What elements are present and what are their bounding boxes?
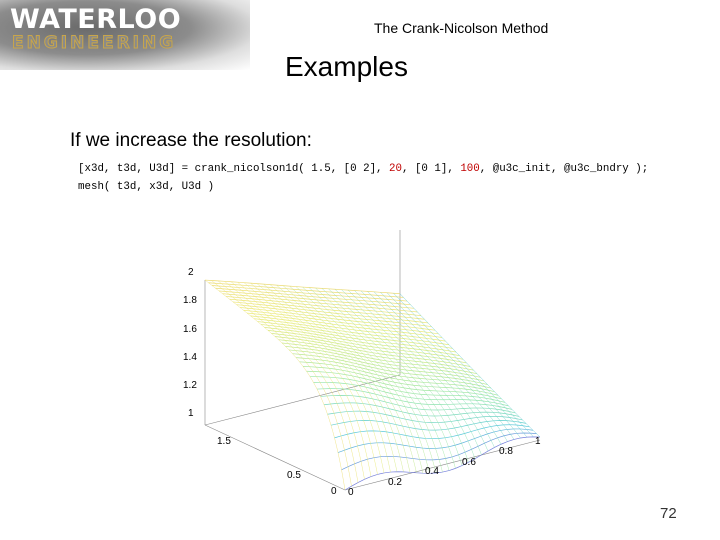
mesh-line [256, 283, 398, 472]
t-tick-label: 0 [331, 486, 337, 497]
mesh-line [334, 289, 476, 459]
code-highlight: 20 [389, 163, 402, 175]
mesh-line [344, 436, 541, 491]
t-tick-label: 1.5 [217, 436, 231, 447]
mesh-line [230, 281, 372, 477]
mesh-line [276, 284, 417, 473]
mesh-line [236, 304, 432, 327]
mesh-line [282, 285, 424, 474]
mesh-line [373, 291, 515, 440]
bullet-text: If we increase the resolution: [70, 130, 312, 151]
mesh-line [367, 291, 508, 442]
x-tick-label: 0.2 [388, 477, 402, 488]
mesh-line [328, 288, 469, 463]
t-tick-label: 0.5 [287, 470, 301, 481]
z-tick-label: 1.2 [183, 380, 197, 391]
mesh-line [308, 287, 450, 471]
mesh-line [399, 293, 541, 438]
z-tick-label: 1.4 [183, 352, 197, 363]
mesh-line [289, 285, 430, 474]
mesh-line [302, 286, 443, 473]
mesh-line [243, 282, 385, 473]
x-tick-label: 0.6 [462, 457, 476, 468]
mesh-line [380, 292, 521, 439]
mesh-line [386, 292, 528, 438]
mesh-line [347, 289, 489, 452]
axis-line [204, 374, 401, 426]
mesh-line [211, 280, 352, 487]
mesh-line [341, 289, 482, 455]
logo-text: WATERLOO [10, 4, 182, 35]
page-number: 72 [660, 505, 677, 522]
mesh-line [237, 282, 378, 475]
z-tick-label: 1.6 [183, 324, 197, 335]
mesh-line [393, 293, 534, 438]
mesh-line [321, 288, 463, 466]
mesh-line [204, 279, 346, 491]
mesh-line [224, 281, 365, 480]
x-tick-label: 0.4 [425, 466, 439, 477]
x-tick-label: 0.8 [499, 446, 513, 457]
z-tick-label: 1.8 [183, 295, 197, 306]
x-tick-label: 0 [348, 487, 354, 498]
logo-background [0, 0, 250, 70]
x-tick-label: 1 [535, 436, 541, 447]
z-tick-label: 2 [188, 267, 194, 278]
logo-text: ENGINEERING [11, 33, 177, 54]
mesh-line [295, 286, 437, 474]
code: mesh( t3d, x3d, U3d ) [78, 181, 215, 193]
mesh-line [360, 290, 502, 445]
code: , @u3c_init, @u3c_bndry ); [479, 163, 649, 175]
mesh-line [354, 290, 495, 448]
course-title: The Crank-Nicolson Method [374, 20, 549, 36]
z-tick-label: 1 [188, 408, 194, 419]
axis-line [204, 424, 346, 491]
axis-line [344, 439, 541, 491]
slide-title: Examples [285, 51, 408, 82]
code: , [0 1], [401, 163, 461, 175]
code-line: [x3d, t3d, U3d] = crank_nicolson1d( 1.5,… [78, 163, 648, 175]
code: [x3d, t3d, U3d] = crank_nicolson1d( 1.5,… [78, 163, 390, 175]
mesh-line [250, 282, 391, 473]
code-line: mesh( t3d, x3d, U3d ) [78, 181, 214, 193]
mesh-line [315, 287, 456, 469]
code-highlight: 100 [460, 163, 480, 175]
mesh-line [217, 280, 359, 483]
mesh-line [263, 283, 404, 472]
mesh-line [269, 284, 411, 473]
